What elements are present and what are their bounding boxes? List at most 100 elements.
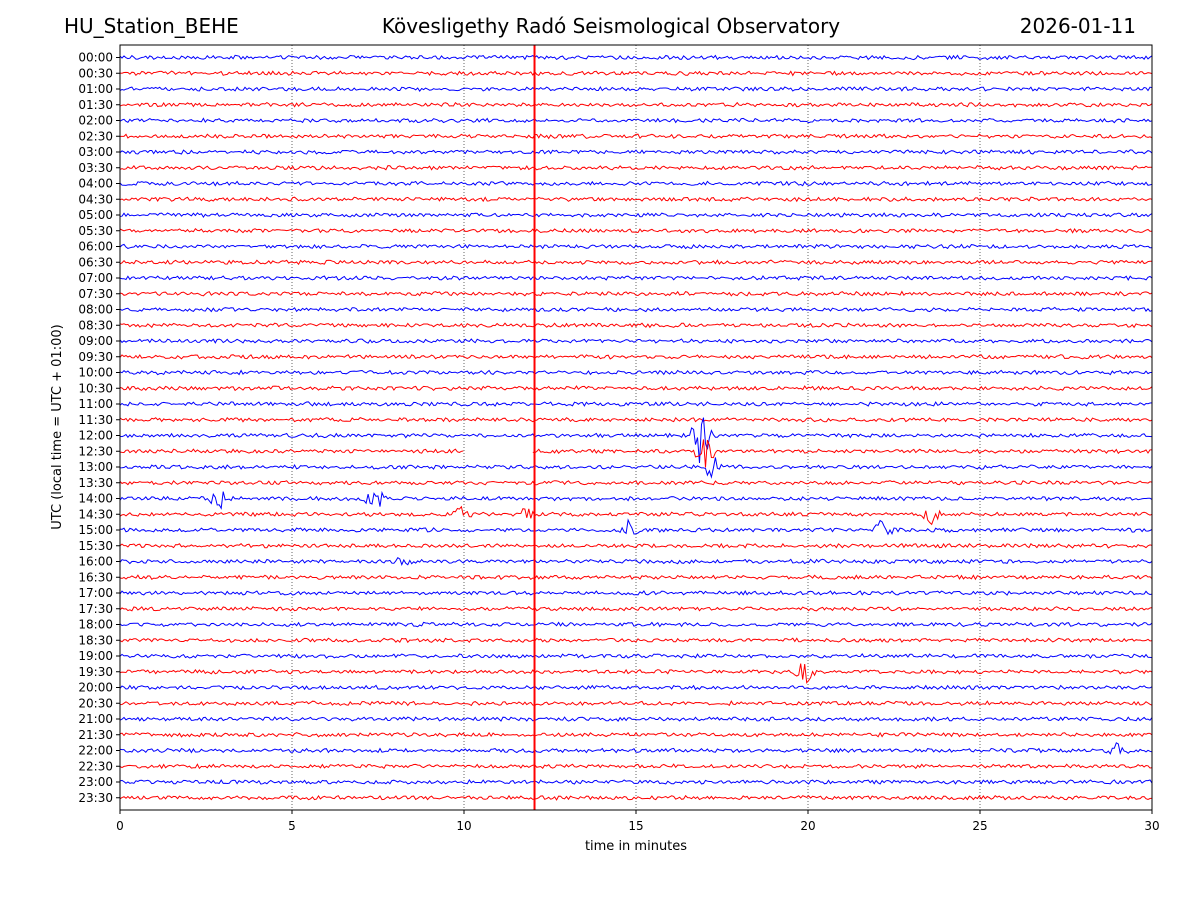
y-tick-label: 15:00 [78,523,113,537]
y-tick-label: 01:00 [78,82,113,96]
y-tick-label: 11:00 [78,397,113,411]
y-tick-label: 08:30 [78,318,113,332]
trace-0200 [119,117,1153,124]
trace-1730 [119,605,1153,612]
y-tick-label: 05:30 [78,224,113,238]
y-tick-label: 05:00 [78,208,113,222]
y-axis-label: UTC (local time = UTC + 01:00) [50,324,65,529]
y-tick-label: 22:30 [78,759,113,773]
x-tick-label: 20 [800,819,815,833]
trace-1800 [119,621,1153,628]
plot-area [120,45,1152,810]
y-tick-label: 03:30 [78,161,113,175]
trace-1600 [119,557,1153,566]
trace-group [119,54,1153,801]
trace-1900 [119,653,1153,660]
trace-2300 [119,779,1153,785]
x-tick-label: 10 [456,819,471,833]
trace-0630 [119,259,1152,266]
y-tick-label: 22:00 [78,744,113,758]
trace-1000 [119,369,1152,376]
y-tick-label: 16:00 [78,555,113,569]
y-tick-label: 06:30 [78,255,113,269]
y-tick-label: 10:00 [78,366,113,380]
y-tick-label: 04:30 [78,192,113,206]
y-tick-label: 19:00 [78,649,113,663]
trace-1330 [119,480,1153,486]
x-tick-label: 0 [116,819,124,833]
y-tick-label: 07:30 [78,287,113,301]
trace-0600 [119,243,1152,250]
trace-1130 [119,416,1153,423]
trace-0330 [119,164,1153,171]
trace-1500 [119,518,1153,536]
y-tick-label: 18:00 [78,618,113,632]
y-tick-label: 14:30 [78,507,113,521]
trace-1230 [119,439,1152,468]
x-tick-label: 25 [972,819,987,833]
y-tick-label: 13:30 [78,476,113,490]
y-tick-label: 09:30 [78,350,113,364]
trace-1830 [119,637,1153,644]
trace-1200 [119,417,1153,464]
y-tick-label: 01:30 [78,98,113,112]
trace-0830 [119,322,1153,329]
trace-0230 [120,133,1153,140]
x-tick-label: 30 [1144,819,1159,833]
y-tick-label: 14:00 [78,492,113,506]
trace-1930 [119,663,1153,684]
trace-0130 [119,101,1153,108]
y-tick-label: 03:00 [78,145,113,159]
y-tick-label: 19:30 [78,665,113,679]
x-tick-label: 5 [288,819,296,833]
station-title: HU_Station_BEHE [64,14,239,38]
y-tick-label: 17:00 [78,586,113,600]
y-tick-label: 12:00 [78,429,113,443]
trace-1630 [119,574,1153,581]
y-tick-label: 13:00 [78,460,113,474]
y-tick-label: 04:00 [78,177,113,191]
y-tick-label: 12:30 [78,444,113,458]
trace-1030 [119,385,1153,392]
y-tick-label: 02:30 [78,129,113,143]
trace-1100 [119,401,1153,407]
trace-0530 [119,227,1152,234]
trace-1430 [119,505,1153,526]
y-tick-label: 20:00 [78,681,113,695]
x-ticks: 0 5 10 15 20 25 30 [116,810,1160,833]
trace-2030 [119,700,1153,707]
y-tick-label: 21:00 [78,712,113,726]
x-axis-label: time in minutes [585,839,687,854]
trace-0100 [119,85,1153,92]
y-tick-label: 16:30 [78,570,113,584]
trace-1530 [119,542,1153,549]
trace-0930 [119,354,1153,360]
trace-0000 [119,54,1153,61]
trace-0030 [119,70,1153,77]
y-tick-label: 11:30 [78,413,113,427]
trace-1300 [119,457,1153,479]
y-tick-label: 06:00 [78,240,113,254]
y-tick-label: 15:30 [78,539,113,553]
trace-0430 [119,196,1153,203]
trace-1400 [119,490,1153,510]
y-tick-label: 23:30 [78,791,113,805]
trace-0730 [119,290,1153,297]
y-tick-label: 07:00 [78,271,113,285]
y-tick-label: 00:30 [78,66,113,80]
y-tick-label: 23:00 [78,775,113,789]
trace-2330 [119,794,1153,801]
y-tick-label: 17:30 [78,602,113,616]
x-tick-label: 15 [628,819,643,833]
y-tick-label: 08:00 [78,303,113,317]
trace-0500 [119,212,1153,219]
trace-1700 [119,590,1153,596]
plot-frame [119,44,1153,811]
trace-2000 [119,684,1153,691]
trace-0700 [119,275,1153,281]
trace-0800 [119,306,1153,313]
trace-0300 [119,149,1153,155]
y-tick-label: 21:30 [78,728,113,742]
trace-2200 [119,742,1153,755]
